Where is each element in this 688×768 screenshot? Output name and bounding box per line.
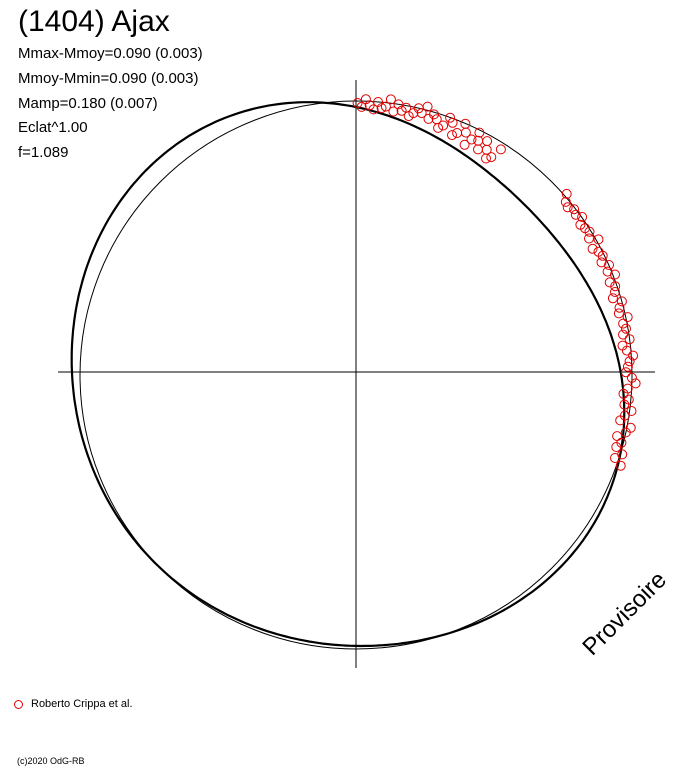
data-point [587, 243, 598, 254]
data-point [416, 108, 427, 119]
data-point [460, 118, 471, 129]
data-point [577, 212, 588, 222]
data-point [481, 153, 491, 164]
data-point [431, 114, 442, 125]
data-point [385, 94, 396, 105]
data-point [625, 422, 636, 433]
data-point [495, 144, 506, 155]
data-point [364, 100, 375, 111]
data-point [617, 340, 628, 351]
data-point [630, 378, 641, 389]
data-point [452, 128, 463, 138]
data-point [612, 431, 623, 442]
data-point [610, 287, 620, 297]
data-point [438, 120, 449, 131]
reference-circle [79, 100, 633, 650]
data-point [569, 204, 580, 215]
data-point [360, 94, 371, 105]
data-point [604, 277, 615, 288]
data-point [466, 134, 477, 145]
data-point [481, 144, 492, 155]
legend-marker-icon [14, 699, 23, 709]
data-point [486, 152, 497, 163]
data-point [423, 113, 434, 124]
data-point [613, 308, 624, 319]
data-point [622, 312, 633, 323]
data-point [602, 266, 613, 277]
data-point [621, 367, 631, 378]
copyright: (c)2020 OdG-RB [17, 756, 85, 766]
data-point [621, 323, 631, 334]
data-point [610, 269, 620, 280]
data-point [614, 302, 625, 313]
data-point [460, 127, 471, 138]
data-point [593, 234, 604, 245]
data-point [628, 350, 639, 361]
data-point [447, 130, 457, 141]
chart-title: (1404) Ajax [18, 5, 170, 38]
data-point [393, 99, 404, 110]
data-point [561, 188, 572, 199]
data-point [622, 383, 633, 394]
data-point [618, 318, 629, 329]
data-point [617, 449, 628, 460]
legend: Roberto Crippa et al. [14, 697, 133, 711]
data-point [352, 98, 363, 108]
data-point [584, 233, 594, 244]
data-point [570, 209, 581, 220]
data-point [615, 460, 626, 471]
data-point [445, 112, 456, 123]
legend-label: Roberto Crippa et al. [31, 698, 133, 710]
data-point [474, 127, 485, 138]
data-point [624, 356, 635, 367]
data-point [596, 257, 607, 268]
data-point [459, 139, 470, 150]
data-point [562, 202, 573, 213]
data-point [624, 334, 635, 345]
data-point [626, 372, 637, 383]
data-point [447, 117, 458, 128]
data-point [575, 219, 586, 230]
data-point [623, 394, 634, 405]
lightcurve-fit-curve [70, 101, 626, 648]
data-point [396, 105, 407, 116]
data-point [626, 406, 637, 416]
data-point [482, 136, 493, 147]
stat-mamp: Mamp=0.180 (0.007) [18, 95, 158, 112]
data-point [616, 296, 627, 307]
stat-frequency: f=1.089 [18, 144, 69, 161]
data-point [473, 135, 484, 146]
data-point [433, 122, 444, 133]
data-point [560, 196, 571, 207]
data-point [610, 281, 621, 292]
data-point [373, 97, 384, 107]
stat-mmax-mmoy: Mmax-Mmoy=0.090 (0.003) [18, 45, 203, 62]
data-point [618, 329, 628, 340]
data-point [376, 103, 387, 114]
data-point [593, 246, 604, 257]
data-point [473, 144, 483, 155]
data-point [388, 106, 399, 117]
data-point [619, 410, 630, 421]
data-point [380, 101, 391, 112]
stat-mmoy-mmin: Mmoy-Mmin=0.090 (0.003) [18, 70, 199, 87]
data-point [607, 293, 618, 304]
data-points [352, 94, 641, 471]
data-point [604, 260, 614, 270]
stat-eclat: Eclat^1.00 [18, 119, 88, 136]
data-point [622, 361, 633, 372]
